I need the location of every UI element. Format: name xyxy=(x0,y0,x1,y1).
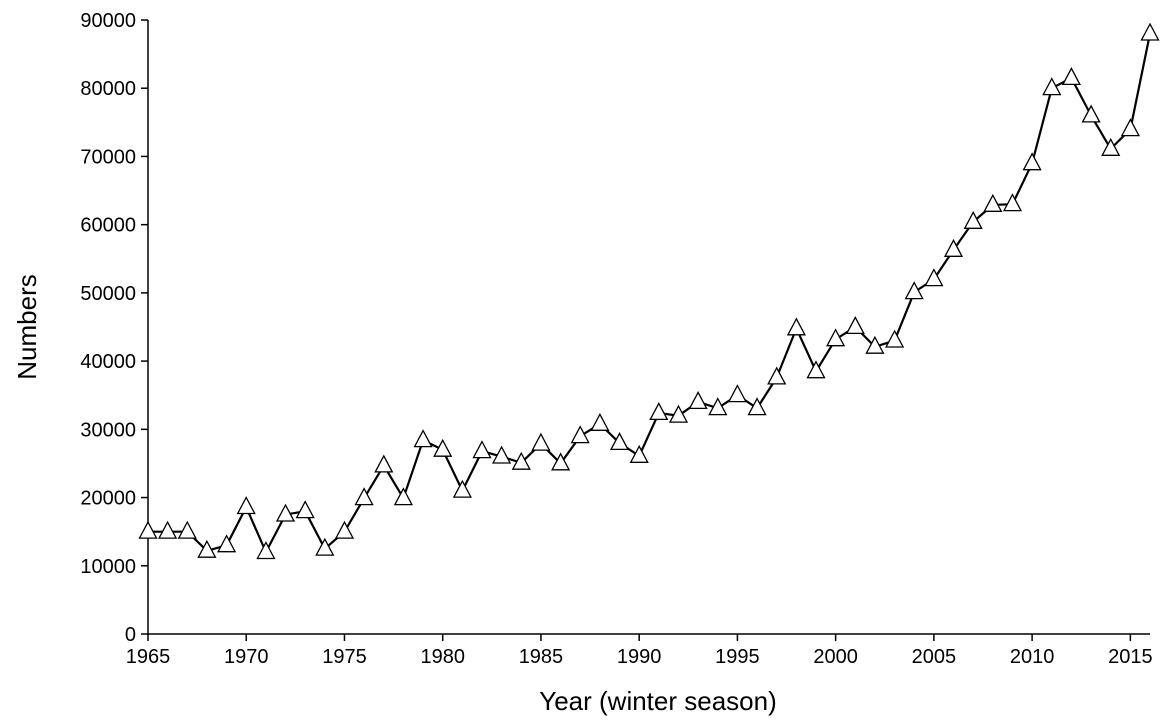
data-point-marker xyxy=(885,329,905,348)
data-point-marker xyxy=(452,479,472,498)
data-point-marker xyxy=(786,317,806,336)
data-point-marker xyxy=(413,429,433,448)
data-point-marker xyxy=(865,335,885,354)
data-point-marker xyxy=(590,412,610,431)
data-point-marker xyxy=(747,397,767,416)
data-point-marker xyxy=(393,487,413,506)
x-tick-label: 1990 xyxy=(617,646,662,668)
y-axis-ticks: 0 10000 20000 30000 40000 50000 60000 70000 8000… xyxy=(80,10,148,646)
x-tick-label: 1980 xyxy=(420,646,465,668)
data-point-marker xyxy=(236,496,256,515)
y-tick-label: 30000 xyxy=(80,419,136,441)
data-point-marker xyxy=(983,193,1003,212)
data-point-marker xyxy=(668,404,689,423)
data-point-marker xyxy=(1022,152,1042,171)
data-point-marker xyxy=(551,452,571,471)
data-point-marker xyxy=(531,432,551,451)
x-axis-title: Year (winter season) xyxy=(539,686,777,716)
data-point-marker xyxy=(963,210,983,229)
x-tick-label: 1975 xyxy=(322,646,367,668)
series-markers xyxy=(138,22,1160,560)
y-tick-label: 90000 xyxy=(80,10,136,32)
data-point-marker xyxy=(354,487,374,506)
series-line xyxy=(148,33,1152,555)
data-point-marker xyxy=(924,268,944,287)
x-tick-label: 1995 xyxy=(715,646,760,668)
y-tick-label: 80000 xyxy=(80,78,136,100)
data-point-marker xyxy=(570,425,590,444)
data-point-marker xyxy=(943,238,964,257)
data-point-marker xyxy=(433,438,453,457)
data-point-marker xyxy=(727,384,747,403)
data-point-marker xyxy=(649,402,669,421)
data-point-marker xyxy=(511,451,531,470)
y-tick-label: 60000 xyxy=(80,215,136,237)
data-point-marker xyxy=(609,432,630,451)
x-tick-label: 1965 xyxy=(126,646,171,668)
data-point-marker xyxy=(1101,137,1121,156)
data-point-marker xyxy=(217,534,237,553)
data-point-marker xyxy=(688,391,708,410)
data-point-marker xyxy=(1061,67,1081,86)
x-axis-ticks: 1965 1970 1975 1980 1985 1990 1995 2000 2005 2010… xyxy=(126,634,1153,668)
data-point-marker xyxy=(767,366,787,385)
y-tick-label: 0 xyxy=(125,624,136,646)
y-tick-label: 20000 xyxy=(80,488,136,510)
data-point-marker xyxy=(492,445,512,464)
data-point-marker xyxy=(472,440,492,459)
data-point-marker xyxy=(256,541,276,560)
x-tick-label: 2005 xyxy=(912,646,957,668)
data-point-marker xyxy=(197,539,217,558)
data-point-marker xyxy=(177,520,197,539)
data-point-marker xyxy=(138,520,158,539)
data-point-marker xyxy=(275,503,296,522)
data-point-marker xyxy=(334,520,355,539)
data-point-marker xyxy=(826,328,846,347)
x-tick-label: 2000 xyxy=(813,646,858,668)
data-point-marker xyxy=(629,444,649,463)
data-point-marker xyxy=(315,537,335,556)
y-axis-title: Numbers xyxy=(12,274,42,379)
data-point-marker xyxy=(904,281,924,300)
x-tick-label: 1985 xyxy=(519,646,564,668)
data-point-marker xyxy=(158,520,178,539)
data-point-marker xyxy=(374,454,394,473)
data-point-marker xyxy=(845,316,865,335)
x-tick-label: 2010 xyxy=(1010,646,1055,668)
data-point-marker xyxy=(1120,118,1140,137)
data-point-marker xyxy=(1002,193,1023,212)
y-tick-label: 10000 xyxy=(80,556,136,578)
data-point-marker xyxy=(1042,77,1062,96)
data-point-marker xyxy=(708,397,728,416)
x-tick-label: 2015 xyxy=(1108,646,1153,668)
y-tick-label: 70000 xyxy=(80,146,136,168)
y-tick-label: 50000 xyxy=(80,283,136,305)
data-point-marker xyxy=(806,360,826,379)
data-point-marker xyxy=(295,500,315,519)
y-tick-label: 40000 xyxy=(80,351,136,373)
data-point-marker xyxy=(1081,104,1101,123)
data-point-marker xyxy=(1140,22,1160,41)
x-tick-label: 1970 xyxy=(224,646,269,668)
